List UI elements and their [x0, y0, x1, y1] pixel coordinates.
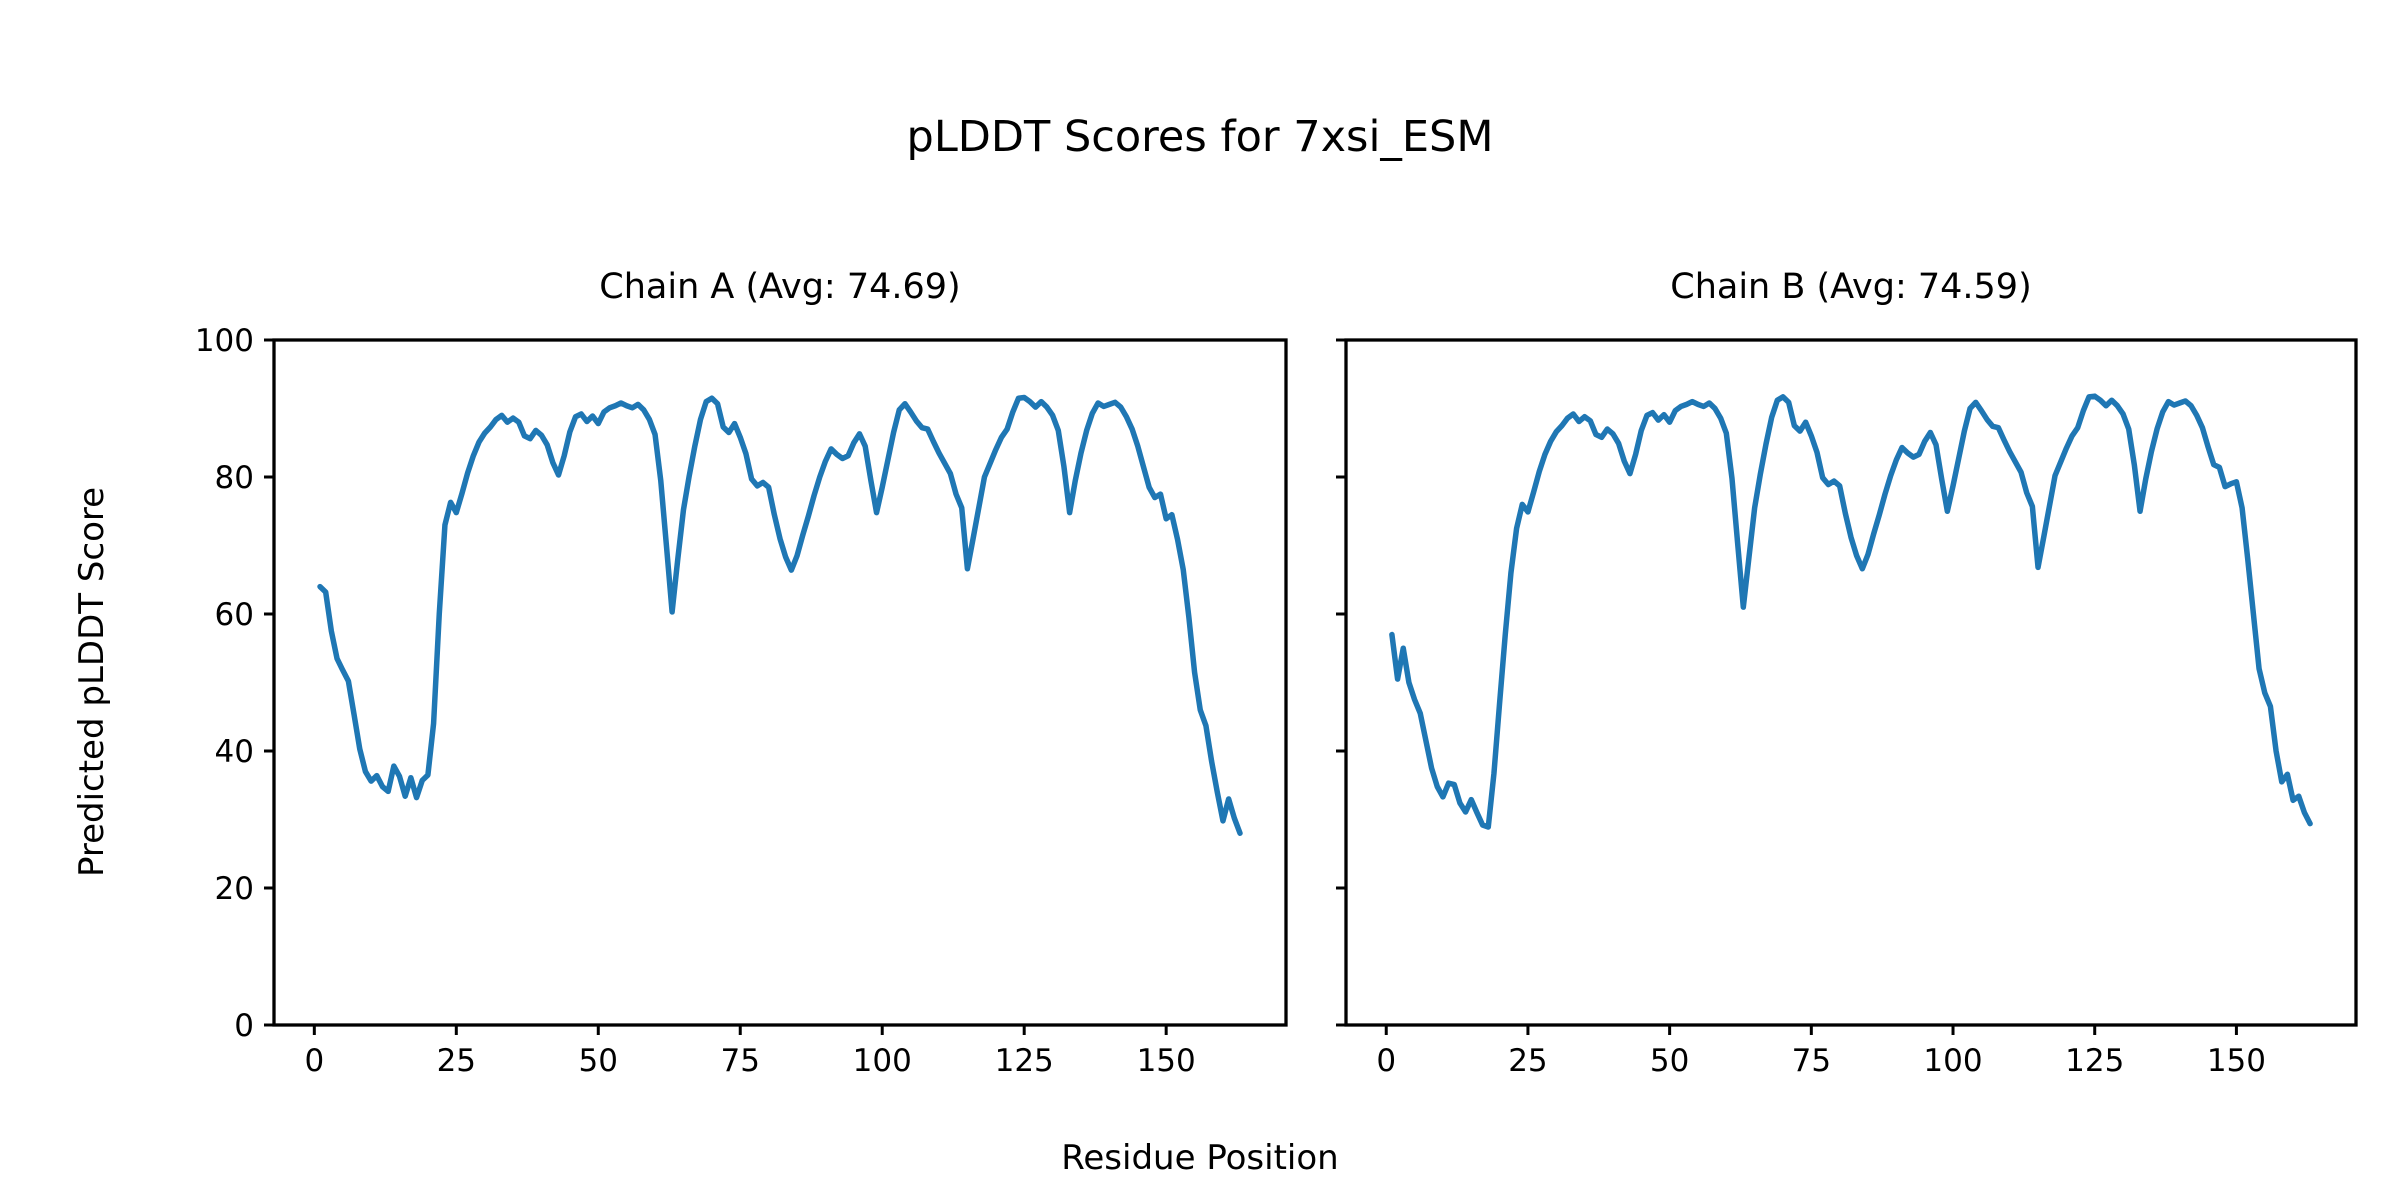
x-tick-label: 50: [1650, 1043, 1689, 1079]
x-tick-label: 125: [2065, 1043, 2124, 1079]
x-tick-label: 75: [721, 1043, 760, 1079]
chain-a-title: Chain A (Avg: 74.69): [599, 267, 961, 307]
x-tick-label: 0: [1376, 1043, 1396, 1079]
chain-a-plot: 0 25 50 75 100 125 150 0 20 40 60 80 100: [195, 323, 1288, 1079]
chain-b-plot: 0 25 50 75 100 125 150: [1336, 338, 2358, 1079]
x-tick-label: 100: [1923, 1043, 1982, 1079]
x-tick-label: 0: [304, 1043, 324, 1079]
axes-spines: [272, 338, 1288, 1027]
y-axis-label: Predicted pLDDT Score: [72, 486, 112, 878]
figure-title: pLDDT Scores for 7xsi_ESM: [906, 112, 1494, 162]
x-tick-label: 125: [995, 1043, 1054, 1079]
plddt-line: [1389, 393, 2313, 830]
x-tick-label: 50: [579, 1043, 618, 1079]
x-tick-label: 150: [2207, 1043, 2266, 1079]
x-tick-label: 100: [853, 1043, 912, 1079]
plddt-line: [317, 394, 1243, 836]
x-tick-label: 75: [1792, 1043, 1831, 1079]
x-tick-label: 25: [437, 1043, 476, 1079]
y-tick-label: 40: [215, 734, 254, 770]
y-tick-label: 0: [234, 1008, 254, 1044]
x-tick-label: 150: [1137, 1043, 1196, 1079]
y-tick-label: 80: [215, 460, 254, 496]
y-tick-label: 60: [215, 597, 254, 633]
x-axis-label: Residue Position: [1061, 1138, 1339, 1178]
x-tick-label: 25: [1508, 1043, 1547, 1079]
chain-b-title: Chain B (Avg: 74.59): [1670, 267, 2032, 307]
y-tick-label: 100: [195, 323, 254, 359]
axes-spines: [1344, 338, 2358, 1027]
y-tick-label: 20: [215, 871, 254, 907]
